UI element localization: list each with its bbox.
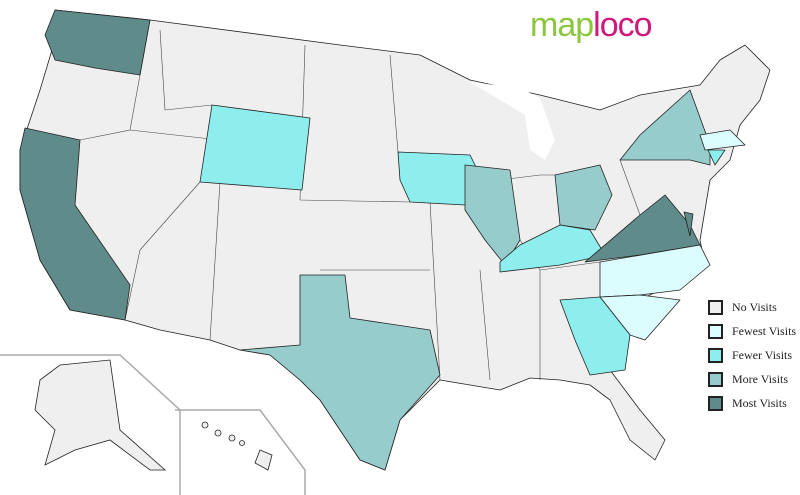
legend-swatch	[708, 371, 723, 387]
logo-part-loco: loco	[593, 6, 652, 44]
legend-swatch	[708, 347, 723, 363]
state-california[interactable]	[19, 127, 131, 321]
legend-item: Fewer Visits	[708, 343, 796, 367]
logo-part-map: map	[530, 6, 594, 44]
legend-item: Most Visits	[708, 391, 796, 415]
state-georgia[interactable]	[559, 296, 631, 376]
legend: No Visits Fewest Visits Fewer Visits Mor…	[708, 295, 796, 415]
state-connecticut[interactable]	[707, 149, 726, 166]
legend-swatch	[708, 323, 723, 339]
state-washington[interactable]	[44, 9, 151, 76]
state-borders	[79, 19, 641, 381]
legend-item: Fewest Visits	[708, 319, 796, 343]
state-wyoming[interactable]	[199, 104, 311, 191]
hawaii-inset	[175, 409, 306, 495]
state-new-york[interactable]	[619, 89, 711, 166]
legend-label: More Visits	[732, 371, 789, 386]
legend-label: No Visits	[732, 299, 777, 314]
state-ohio[interactable]	[554, 164, 613, 231]
great-lakes	[470, 82, 555, 160]
legend-label: Fewest Visits	[732, 323, 797, 338]
state-massachusetts[interactable]	[699, 129, 746, 151]
legend-item: No Visits	[708, 295, 796, 319]
legend-label: Fewer Visits	[732, 347, 793, 362]
legend-item: More Visits	[708, 367, 796, 391]
state-delaware[interactable]	[683, 211, 694, 237]
legend-label: Most Visits	[732, 395, 787, 410]
alaska-inset	[0, 354, 181, 495]
state-kentucky[interactable]	[499, 224, 606, 273]
state-texas[interactable]	[239, 274, 441, 471]
legend-swatch	[708, 395, 723, 411]
legend-swatch	[708, 299, 723, 315]
maploco-logo: maploco	[530, 6, 653, 45]
